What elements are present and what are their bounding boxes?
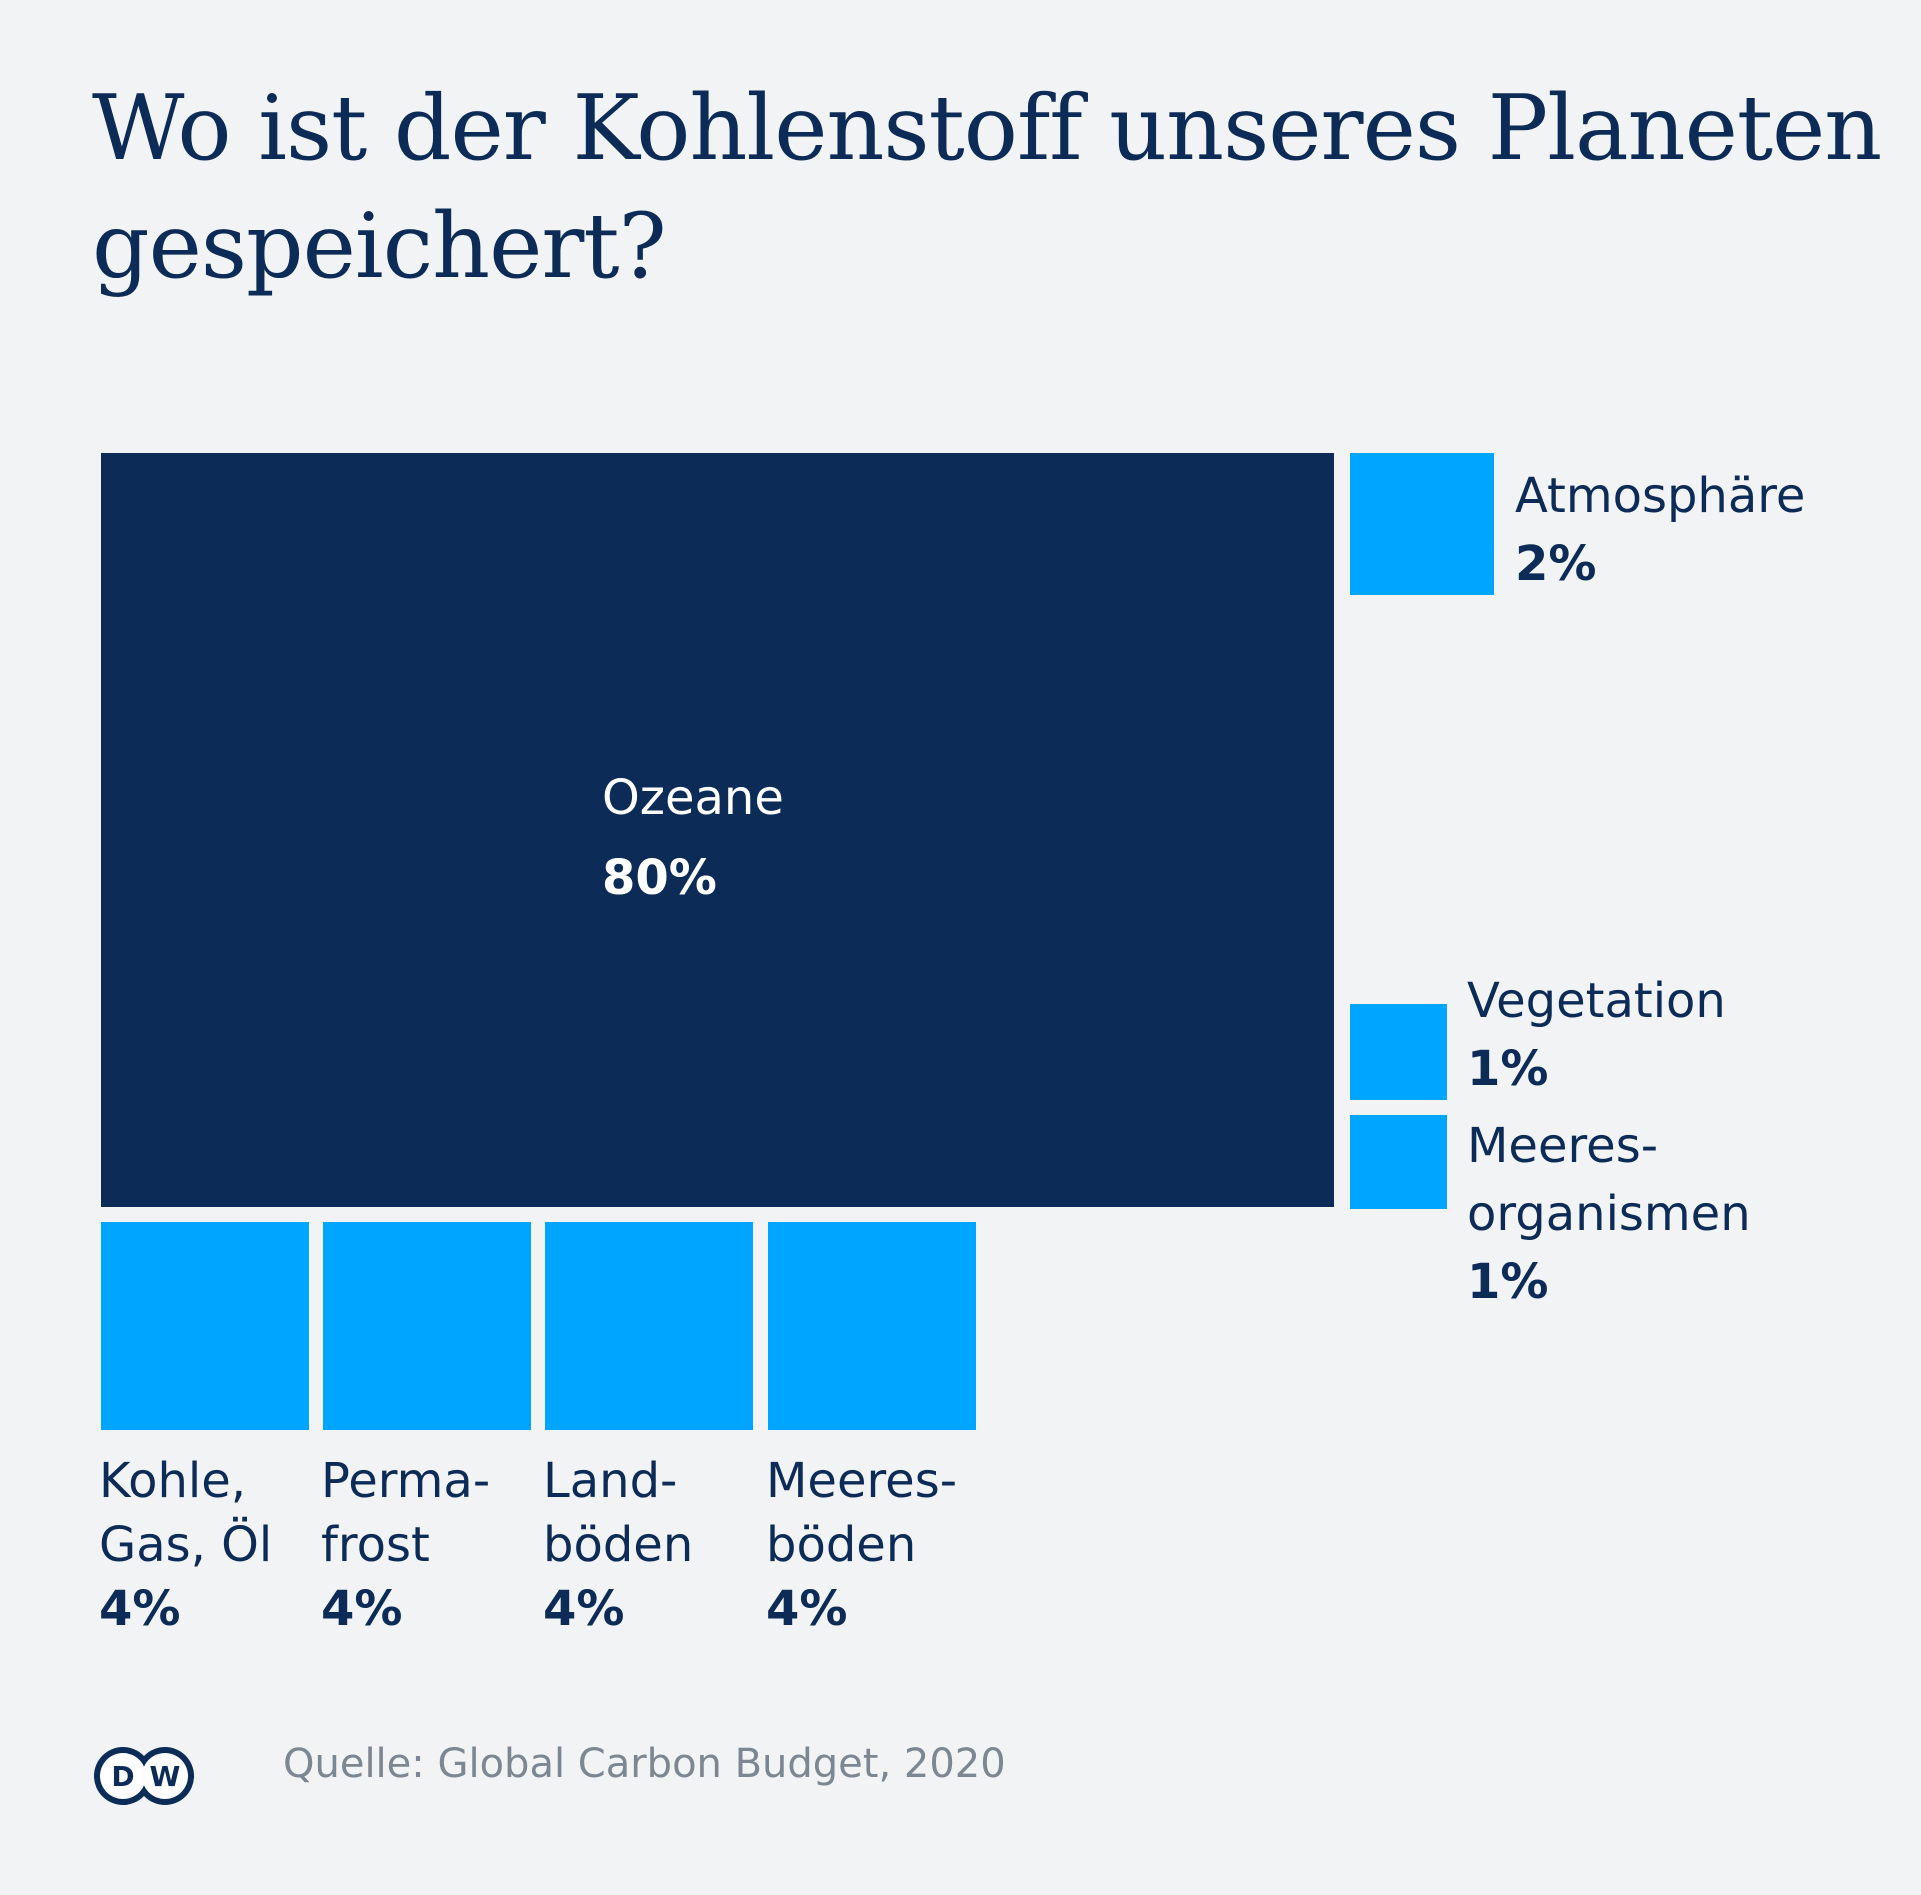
label-permafrost-line-2: frost <box>321 1517 430 1573</box>
value-label-meeres-organismen: 1% <box>1467 1254 1549 1310</box>
label-meeres-organismen-line-1: Meeres- <box>1467 1118 1658 1174</box>
logo-text-w: W <box>150 1760 181 1793</box>
value-label-permafrost: 4% <box>321 1581 403 1637</box>
label-atmosphaere: Atmosphäre <box>1515 468 1805 524</box>
logo-text-d: D <box>111 1760 134 1793</box>
label-landboeden-line-1: Land- <box>543 1453 677 1509</box>
label-ozeane: Ozeane <box>602 770 784 826</box>
tile-vegetation <box>1350 1004 1447 1100</box>
tile-landboeden <box>545 1222 753 1430</box>
title-line-1: Wo ist der Kohlenstoff unseres Planeten <box>92 76 1882 181</box>
label-kohle-gas-oel-line-1: Kohle, <box>99 1453 246 1509</box>
label-meeresboeden-line-1: Meeres- <box>766 1453 957 1509</box>
source-note: Quelle: Global Carbon Budget, 2020 <box>283 1741 1006 1787</box>
tile-kohle-gas-oel <box>101 1222 309 1430</box>
label-meeres-organismen-line-2: organismen <box>1467 1186 1751 1242</box>
value-label-vegetation: 1% <box>1467 1041 1549 1097</box>
label-landboeden-line-2: böden <box>543 1517 693 1573</box>
tile-ozeane <box>101 453 1334 1207</box>
tile-atmosphaere <box>1350 453 1494 595</box>
value-label-ozeane: 80% <box>602 850 717 906</box>
label-kohle-gas-oel-line-2: Gas, Öl <box>99 1517 272 1573</box>
label-permafrost-line-1: Perma- <box>321 1453 490 1509</box>
label-vegetation: Vegetation <box>1467 973 1726 1029</box>
value-label-atmosphaere: 2% <box>1515 536 1597 592</box>
chart-title: Wo ist der Kohlenstoff unseres Planeten … <box>92 70 1892 306</box>
tile-meeres-organismen <box>1350 1115 1447 1209</box>
title-line-2: gespeichert? <box>92 194 667 299</box>
dw-logo-icon: D W <box>94 1747 194 1805</box>
value-label-kohle-gas-oel: 4% <box>99 1581 181 1637</box>
label-meeresboeden-line-2: böden <box>766 1517 916 1573</box>
value-label-landboeden: 4% <box>543 1581 625 1637</box>
value-label-meeresboeden: 4% <box>766 1581 848 1637</box>
tile-meeresboeden <box>768 1222 976 1430</box>
tile-permafrost <box>323 1222 531 1430</box>
